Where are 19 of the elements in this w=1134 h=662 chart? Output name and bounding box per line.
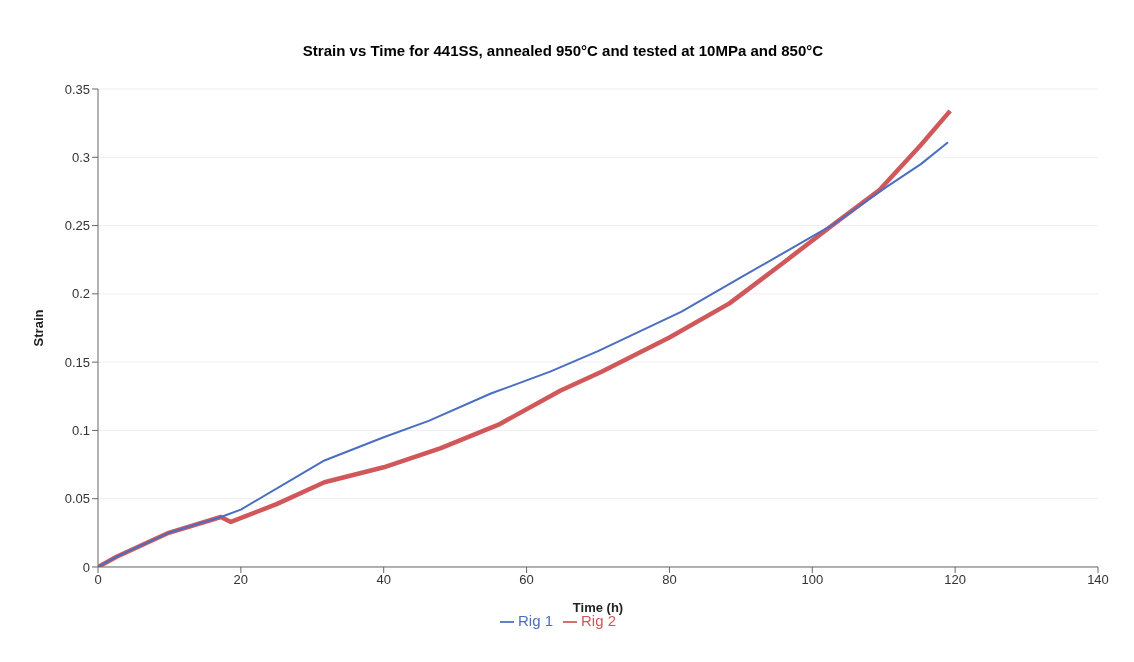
y-tick-label: 0.35 [64,81,90,97]
y-tick-label: 0.1 [71,423,90,439]
x-tick-label: 80 [662,572,677,588]
y-tick-label: 0.2 [71,286,90,302]
legend-label: Rig 1 [517,611,553,629]
x-tick-label: 60 [519,572,534,588]
x-tick-label: 40 [376,572,391,588]
x-tick-label: 20 [233,572,249,588]
x-tick-label: 100 [801,572,824,588]
y-tick-label: 0.3 [71,149,90,165]
x-tick-label: 140 [1087,572,1109,588]
y-tick-label: 0 [82,559,90,575]
y-axis-title: Strain [30,309,46,347]
y-tick-label: 0.15 [64,354,90,370]
chart-title: Strain vs Time for 441SS, annealed 950°C and tested at 10MPa and 850°C [301,42,825,59]
y-tick-label: 0.25 [64,218,90,234]
y-tick-label: 0.05 [64,491,90,507]
x-tick-label: 120 [944,572,966,588]
x-tick-label: 0 [94,572,102,588]
